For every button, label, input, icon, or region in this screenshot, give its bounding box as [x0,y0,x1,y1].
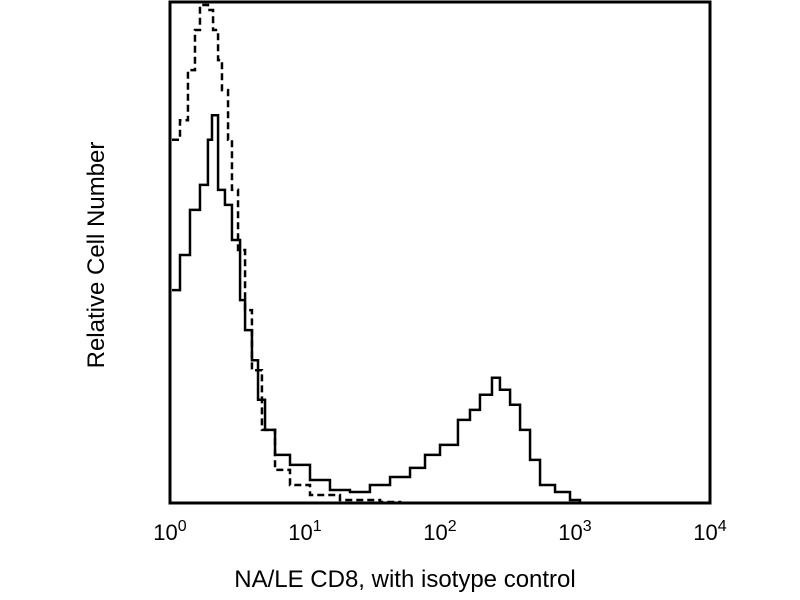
cd8-stained-series-line [172,113,582,503]
x-tick-label: 102 [423,518,456,545]
isotype-control-series-line [172,3,402,504]
x-tick-exponent: 4 [718,518,727,535]
x-tick-exponent: 0 [178,518,187,535]
x-tick-exponent: 1 [313,518,322,535]
x-tick-exponent: 2 [448,518,457,535]
x-tick-label: 103 [558,518,591,545]
x-tick-base: 10 [288,520,312,545]
x-axis-label: NA/LE CD8, with isotype control [234,566,576,593]
y-axis-label: Relative Cell Number [83,141,110,369]
plot-frame [168,0,712,505]
x-tick-base: 10 [558,520,582,545]
x-tick-base: 10 [693,520,717,545]
x-tick-base: 10 [423,520,447,545]
x-tick-base: 10 [153,520,177,545]
x-tick-label: 104 [693,518,726,545]
x-tick-label: 101 [288,518,321,545]
x-tick-label: 100 [153,518,186,545]
x-tick-exponent: 3 [583,518,592,535]
